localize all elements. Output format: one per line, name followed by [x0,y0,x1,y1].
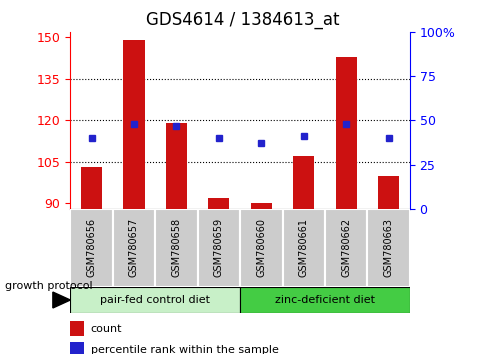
FancyBboxPatch shape [70,209,112,287]
Text: GSM780660: GSM780660 [256,218,266,277]
Bar [70,321,84,336]
FancyBboxPatch shape [282,209,324,287]
FancyBboxPatch shape [324,209,366,287]
Text: pair-fed control diet: pair-fed control diet [100,295,210,305]
Text: GSM780657: GSM780657 [129,218,139,278]
Bar [292,156,314,209]
Text: GSM780661: GSM780661 [298,218,308,277]
FancyBboxPatch shape [70,287,240,313]
Bar [208,198,229,209]
Bar [81,167,102,209]
Bar [123,40,144,209]
Bar [335,57,356,209]
FancyBboxPatch shape [155,209,197,287]
FancyBboxPatch shape [240,209,282,287]
Text: GSM780658: GSM780658 [171,218,181,278]
Bar [250,203,272,209]
Text: percentile rank within the sample: percentile rank within the sample [91,345,278,354]
Text: GSM780656: GSM780656 [86,218,96,278]
Text: GSM780662: GSM780662 [340,218,350,278]
Bar [166,123,187,209]
FancyBboxPatch shape [240,287,409,313]
Bar [377,176,398,209]
Text: growth protocol: growth protocol [5,281,92,291]
Text: GDS4614 / 1384613_at: GDS4614 / 1384613_at [146,11,338,29]
Text: GSM780659: GSM780659 [213,218,224,278]
Polygon shape [53,292,70,308]
Text: zinc-deficient diet: zinc-deficient diet [274,295,374,305]
FancyBboxPatch shape [197,209,240,287]
Text: GSM780663: GSM780663 [383,218,393,277]
Bar [70,342,84,354]
FancyBboxPatch shape [366,209,409,287]
Text: count: count [91,324,122,334]
FancyBboxPatch shape [112,209,155,287]
